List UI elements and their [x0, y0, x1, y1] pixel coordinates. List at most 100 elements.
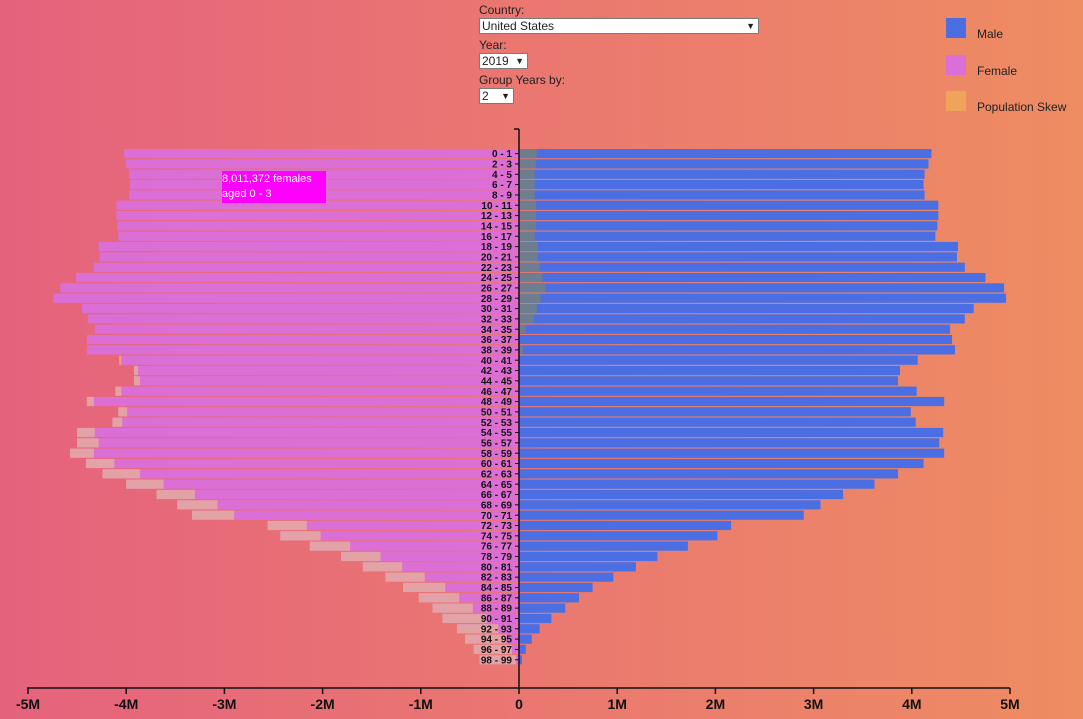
- female-bar[interactable]: [87, 314, 519, 324]
- male-bar[interactable]: [519, 159, 929, 169]
- female-bar[interactable]: [177, 500, 519, 510]
- female-bar[interactable]: [77, 438, 519, 448]
- male-bar[interactable]: [519, 303, 974, 314]
- female-bar[interactable]: [70, 448, 519, 458]
- male-bar[interactable]: [519, 469, 899, 479]
- female-bar[interactable]: [418, 593, 519, 603]
- female-bar[interactable]: [385, 572, 519, 582]
- female-bar[interactable]: [134, 376, 519, 386]
- female-bar[interactable]: [94, 324, 519, 334]
- female-bar[interactable]: [53, 293, 519, 303]
- female-bar[interactable]: [112, 417, 520, 427]
- male-bar[interactable]: [519, 479, 875, 489]
- male-bar[interactable]: [519, 200, 939, 210]
- male-bar[interactable]: [519, 376, 899, 386]
- male-bar[interactable]: [519, 386, 917, 396]
- male-bar[interactable]: [519, 252, 957, 262]
- female-bar[interactable]: [403, 582, 519, 593]
- male-bar[interactable]: [519, 448, 945, 458]
- male-bar[interactable]: [519, 407, 911, 417]
- female-bar[interactable]: [93, 262, 519, 272]
- male-bar[interactable]: [519, 438, 940, 448]
- male-bar[interactable]: [519, 624, 540, 634]
- female-bar[interactable]: [86, 345, 520, 355]
- skew-overlap: [418, 593, 460, 603]
- age-group-label: 8 - 9: [492, 191, 512, 202]
- female-bar[interactable]: [126, 159, 519, 169]
- male-bar[interactable]: [519, 427, 944, 438]
- female-bar[interactable]: [116, 210, 519, 221]
- female-bar[interactable]: [118, 231, 520, 241]
- male-bar[interactable]: [519, 458, 924, 469]
- male-bar[interactable]: [519, 510, 804, 520]
- male-bar[interactable]: [519, 293, 1007, 303]
- legend-swatch-female: [946, 54, 966, 75]
- male-bar[interactable]: [519, 283, 1005, 293]
- male-bar[interactable]: [519, 520, 732, 531]
- year-select[interactable]: 2019 ▼: [479, 53, 528, 69]
- female-bar[interactable]: [191, 510, 519, 520]
- female-bar[interactable]: [77, 427, 519, 438]
- female-bar[interactable]: [156, 489, 519, 500]
- male-bar[interactable]: [519, 241, 958, 252]
- female-bar[interactable]: [86, 396, 520, 407]
- female-bar[interactable]: [102, 469, 520, 479]
- female-bar[interactable]: [267, 520, 519, 531]
- male-bar[interactable]: [519, 417, 916, 427]
- female-bar[interactable]: [98, 241, 519, 252]
- female-bar[interactable]: [126, 479, 519, 489]
- male-bar[interactable]: [519, 500, 821, 510]
- female-bar[interactable]: [85, 458, 520, 469]
- female-bar[interactable]: [82, 303, 519, 314]
- male-bar[interactable]: [519, 272, 986, 283]
- male-bar[interactable]: [519, 634, 532, 644]
- male-bar[interactable]: [519, 551, 658, 562]
- male-bar[interactable]: [519, 190, 925, 200]
- female-bar[interactable]: [60, 283, 519, 293]
- female-bar[interactable]: [116, 200, 519, 210]
- female-bar[interactable]: [99, 252, 519, 262]
- male-bar[interactable]: [519, 489, 844, 500]
- skew-bar: [519, 293, 541, 303]
- male-bar[interactable]: [519, 262, 965, 272]
- male-bar[interactable]: [519, 179, 924, 190]
- group-years-select[interactable]: 2 ▼: [479, 88, 514, 104]
- male-bar[interactable]: [519, 345, 956, 355]
- male-bar[interactable]: [519, 572, 614, 582]
- male-bar[interactable]: [519, 210, 939, 221]
- male-bar[interactable]: [519, 593, 579, 603]
- male-bar[interactable]: [519, 562, 636, 572]
- female-bar[interactable]: [124, 149, 520, 159]
- male-bar[interactable]: [519, 169, 925, 179]
- female-bar[interactable]: [119, 355, 520, 365]
- male-bar[interactable]: [519, 149, 932, 159]
- female-bar[interactable]: [362, 562, 519, 572]
- female-bar[interactable]: [86, 334, 520, 345]
- male-bar[interactable]: [519, 324, 951, 334]
- male-bar[interactable]: [519, 334, 953, 345]
- male-bar[interactable]: [519, 582, 593, 593]
- male-bar[interactable]: [519, 541, 688, 551]
- male-bar[interactable]: [519, 644, 526, 655]
- male-bar[interactable]: [519, 655, 522, 665]
- female-bar[interactable]: [341, 551, 519, 562]
- male-bar[interactable]: [519, 231, 936, 241]
- male-bar[interactable]: [519, 221, 938, 231]
- female-bar[interactable]: [280, 531, 519, 541]
- male-bar[interactable]: [519, 531, 718, 541]
- male-bar[interactable]: [519, 314, 965, 324]
- female-bar[interactable]: [76, 272, 520, 283]
- female-bar[interactable]: [309, 541, 519, 551]
- male-bar[interactable]: [519, 396, 945, 407]
- female-bar[interactable]: [117, 221, 519, 231]
- female-bar[interactable]: [134, 365, 519, 376]
- female-bar[interactable]: [115, 386, 519, 396]
- skew-overlap: [156, 489, 195, 500]
- country-select[interactable]: United States ▼: [479, 18, 759, 34]
- female-bar[interactable]: [118, 407, 520, 417]
- female-bar[interactable]: [432, 603, 519, 613]
- male-bar[interactable]: [519, 603, 566, 613]
- male-bar[interactable]: [519, 613, 552, 624]
- male-bar[interactable]: [519, 365, 901, 376]
- male-bar[interactable]: [519, 355, 918, 365]
